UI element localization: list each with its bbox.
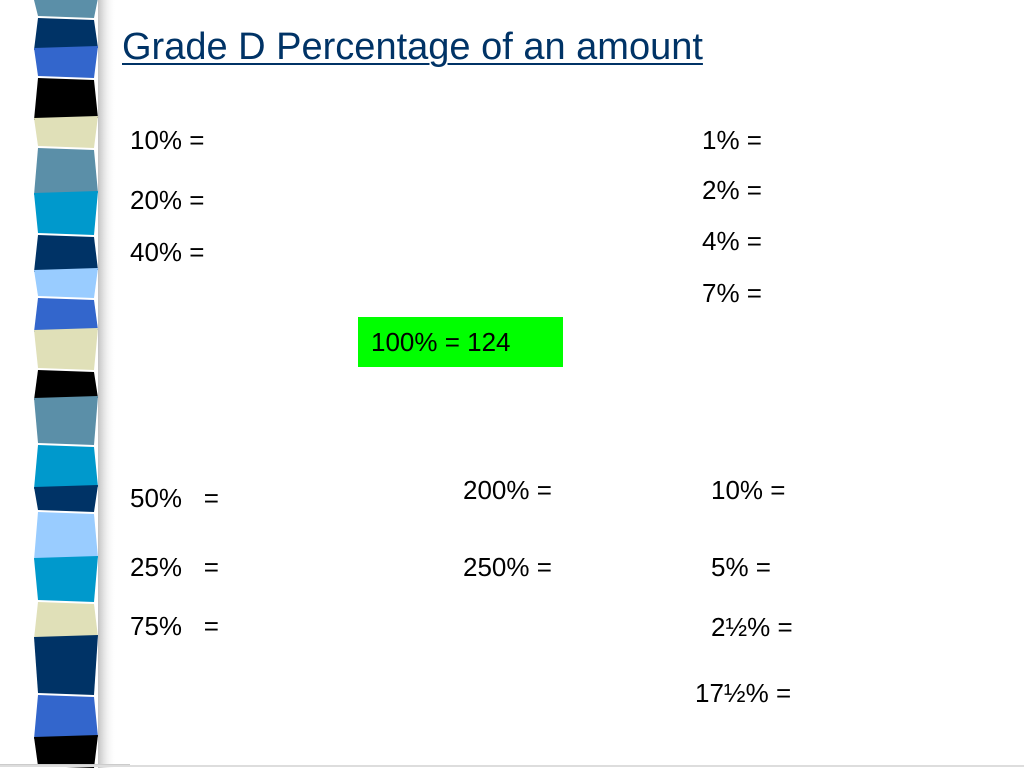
stripe-block: [34, 556, 98, 602]
stripe-block: [34, 0, 98, 18]
stripe-block: [34, 370, 98, 400]
problem: 2½% =: [711, 612, 793, 642]
problem: 4% =: [702, 226, 762, 256]
stripe-block: [34, 602, 98, 639]
slide-title: Grade D Percentage of an amount: [122, 26, 703, 68]
stripe-block: [34, 235, 98, 272]
problem: 40% =: [130, 237, 205, 267]
stripe-block: [34, 328, 98, 370]
stripe-block: [34, 191, 98, 235]
problem: 17½% =: [695, 678, 792, 708]
stripe-block: [34, 116, 98, 148]
problem: 2% =: [702, 175, 762, 205]
problem: 75% =: [130, 611, 219, 641]
stripe-block: [34, 735, 98, 768]
stripe-block: [34, 485, 98, 512]
stripe-block: [34, 396, 98, 445]
bottom-rule: [0, 765, 1024, 767]
problem: 10% =: [130, 125, 205, 155]
problem: 25% =: [130, 552, 219, 582]
decorative-stripe: [0, 0, 130, 768]
stripe-block: [34, 695, 98, 739]
stripe-block: [34, 512, 98, 560]
problem: 10% =: [711, 475, 786, 505]
problem: 20% =: [130, 185, 205, 215]
stripe-block: [34, 148, 98, 195]
given-amount-box: 100% = 124: [358, 317, 563, 367]
stripe-block: [34, 268, 98, 298]
problem: 5% =: [711, 552, 771, 582]
stripe-block: [34, 18, 98, 50]
problem: 200% =: [463, 475, 552, 505]
stripe-block: [34, 445, 98, 489]
stripe-block: [34, 78, 98, 120]
stripe-block: [34, 298, 98, 332]
problem: 7% =: [702, 278, 762, 308]
problem: 250% =: [463, 552, 552, 582]
stripe-block: [34, 46, 98, 78]
given-amount: 100% = 124: [371, 327, 511, 357]
stripe-block: [34, 635, 98, 695]
problem: 50% =: [130, 483, 219, 513]
problem: 1% =: [702, 125, 762, 155]
